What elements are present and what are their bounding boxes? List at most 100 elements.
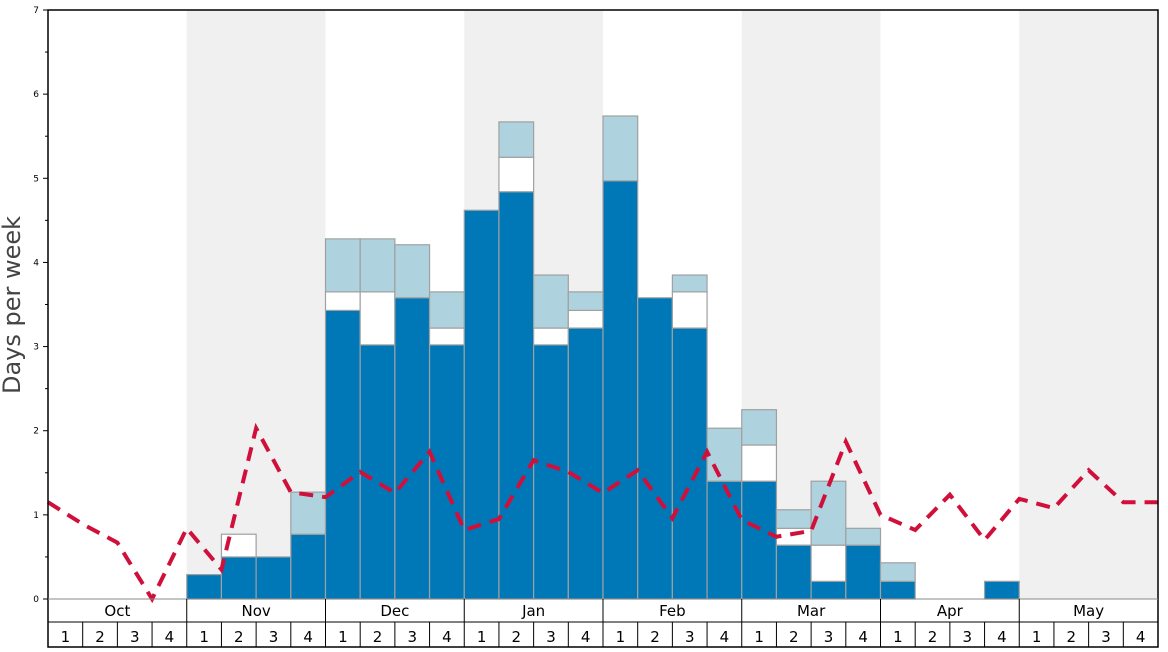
y-tick-label: 2 — [33, 427, 39, 437]
week-label: 2 — [650, 628, 660, 646]
week-label: 4 — [442, 628, 452, 646]
week-label: 3 — [269, 628, 279, 646]
trend-line — [46, 422, 1158, 604]
dashed-trend-line — [46, 422, 1158, 604]
month-label: Oct — [104, 602, 130, 620]
bar-segment-white — [359, 291, 396, 346]
bar-segment-light — [741, 409, 778, 446]
month-label: Dec — [380, 602, 409, 620]
bar-segment-white — [498, 156, 535, 193]
y-tick-label: 5 — [33, 174, 39, 184]
month-label: Feb — [659, 602, 686, 620]
week-label: 4 — [1136, 628, 1146, 646]
bar-segment-dark — [741, 480, 778, 600]
week-label: 1 — [61, 628, 71, 646]
week-label: 3 — [130, 628, 140, 646]
bar-segment-dark — [394, 297, 431, 600]
bar-segment-light — [428, 291, 465, 329]
bar-segment-light — [810, 480, 847, 546]
bar-segment-light — [533, 274, 569, 329]
week-label: 4 — [165, 628, 175, 646]
bar-segment-dark — [775, 544, 812, 600]
week-label: 4 — [720, 628, 730, 646]
bar-segment-dark — [359, 344, 396, 600]
week-label: 2 — [234, 628, 244, 646]
week-label: 3 — [824, 628, 834, 646]
bar-segment-dark — [637, 297, 673, 600]
week-label: 1 — [199, 628, 209, 646]
month-label: Nov — [241, 602, 270, 620]
month-label: Mar — [797, 602, 826, 620]
week-label: 2 — [1067, 628, 1077, 646]
bar-segment-white — [810, 544, 847, 582]
bar-segment-dark — [533, 344, 569, 600]
bar-segment-white — [567, 309, 604, 329]
axes: 0 1 2 3 4 5 6 7 Oct 1 2 3 4 Nov 1 2 3 4 Dec 1 2 3 4 Jan 1 2 3 4 Feb 1… — [33, 6, 1159, 648]
week-label: 1 — [754, 628, 764, 646]
bar-segment-dark — [498, 191, 535, 600]
bar-segment-white — [428, 327, 465, 346]
y-tick-label: 4 — [33, 258, 39, 268]
week-label: 2 — [95, 628, 105, 646]
week-label: 3 — [546, 628, 556, 646]
week-label: 3 — [1101, 628, 1111, 646]
bar-segment-dark — [845, 544, 882, 600]
bar-segment-dark — [567, 327, 604, 600]
bar-segment-dark — [186, 573, 223, 600]
bar-segment-dark — [220, 556, 257, 600]
bar-segment-light — [845, 527, 882, 546]
week-label: 1 — [893, 628, 903, 646]
month-label: Apr — [937, 602, 964, 620]
bar-segment-dark — [602, 180, 639, 600]
bar-segment-white — [775, 527, 812, 546]
bar-segment-light — [879, 562, 916, 582]
bar-segment-light — [290, 491, 327, 535]
y-tick-label: 0 — [33, 595, 39, 605]
week-label: 2 — [789, 628, 799, 646]
week-label: 4 — [303, 628, 313, 646]
bar-segment-light — [602, 115, 639, 182]
bar-segment-dark — [983, 580, 1020, 600]
week-label: 4 — [997, 628, 1007, 646]
bar-segment-light — [359, 238, 396, 293]
month-shade-may — [1019, 10, 1158, 599]
week-label: 3 — [685, 628, 695, 646]
bar-segment-dark — [428, 344, 465, 600]
week-label: 1 — [1032, 628, 1042, 646]
bar-segment-light — [394, 244, 431, 299]
week-label: 2 — [373, 628, 383, 646]
week-label: 1 — [338, 628, 348, 646]
week-label: 4 — [858, 628, 868, 646]
bar-segment-white — [533, 327, 569, 346]
week-label: 4 — [581, 628, 591, 646]
month-label: Jan — [521, 602, 545, 620]
bars — [186, 115, 1020, 600]
bar-segment-light — [671, 274, 708, 293]
bar-segment-dark — [706, 480, 743, 600]
y-tick-label: 1 — [33, 511, 39, 521]
bar-segment-light — [324, 238, 361, 293]
bar-segment-dark — [810, 580, 847, 600]
week-label: 3 — [962, 628, 972, 646]
bar-segment-dark — [463, 209, 500, 600]
bar-segment-light — [706, 427, 743, 482]
week-label: 1 — [477, 628, 487, 646]
week-label: 2 — [928, 628, 938, 646]
bar-segment-dark — [290, 533, 327, 600]
bar-segment-light — [775, 509, 812, 529]
bar-segment-dark — [324, 309, 361, 600]
bar-segment-dark — [879, 580, 916, 600]
week-label: 3 — [407, 628, 417, 646]
week-label: 2 — [512, 628, 522, 646]
bar-segment-white — [671, 291, 708, 329]
bar-segment-white — [324, 291, 361, 311]
bar-segment-dark — [671, 327, 708, 600]
y-tick-label: 6 — [33, 90, 39, 100]
bar-segment-white — [741, 444, 778, 482]
month-label: May — [1073, 602, 1104, 620]
y-axis-label: Days per week — [0, 216, 26, 394]
week-label: 1 — [616, 628, 626, 646]
bar-segment-light — [498, 121, 535, 158]
bar-segment-light — [567, 291, 604, 311]
